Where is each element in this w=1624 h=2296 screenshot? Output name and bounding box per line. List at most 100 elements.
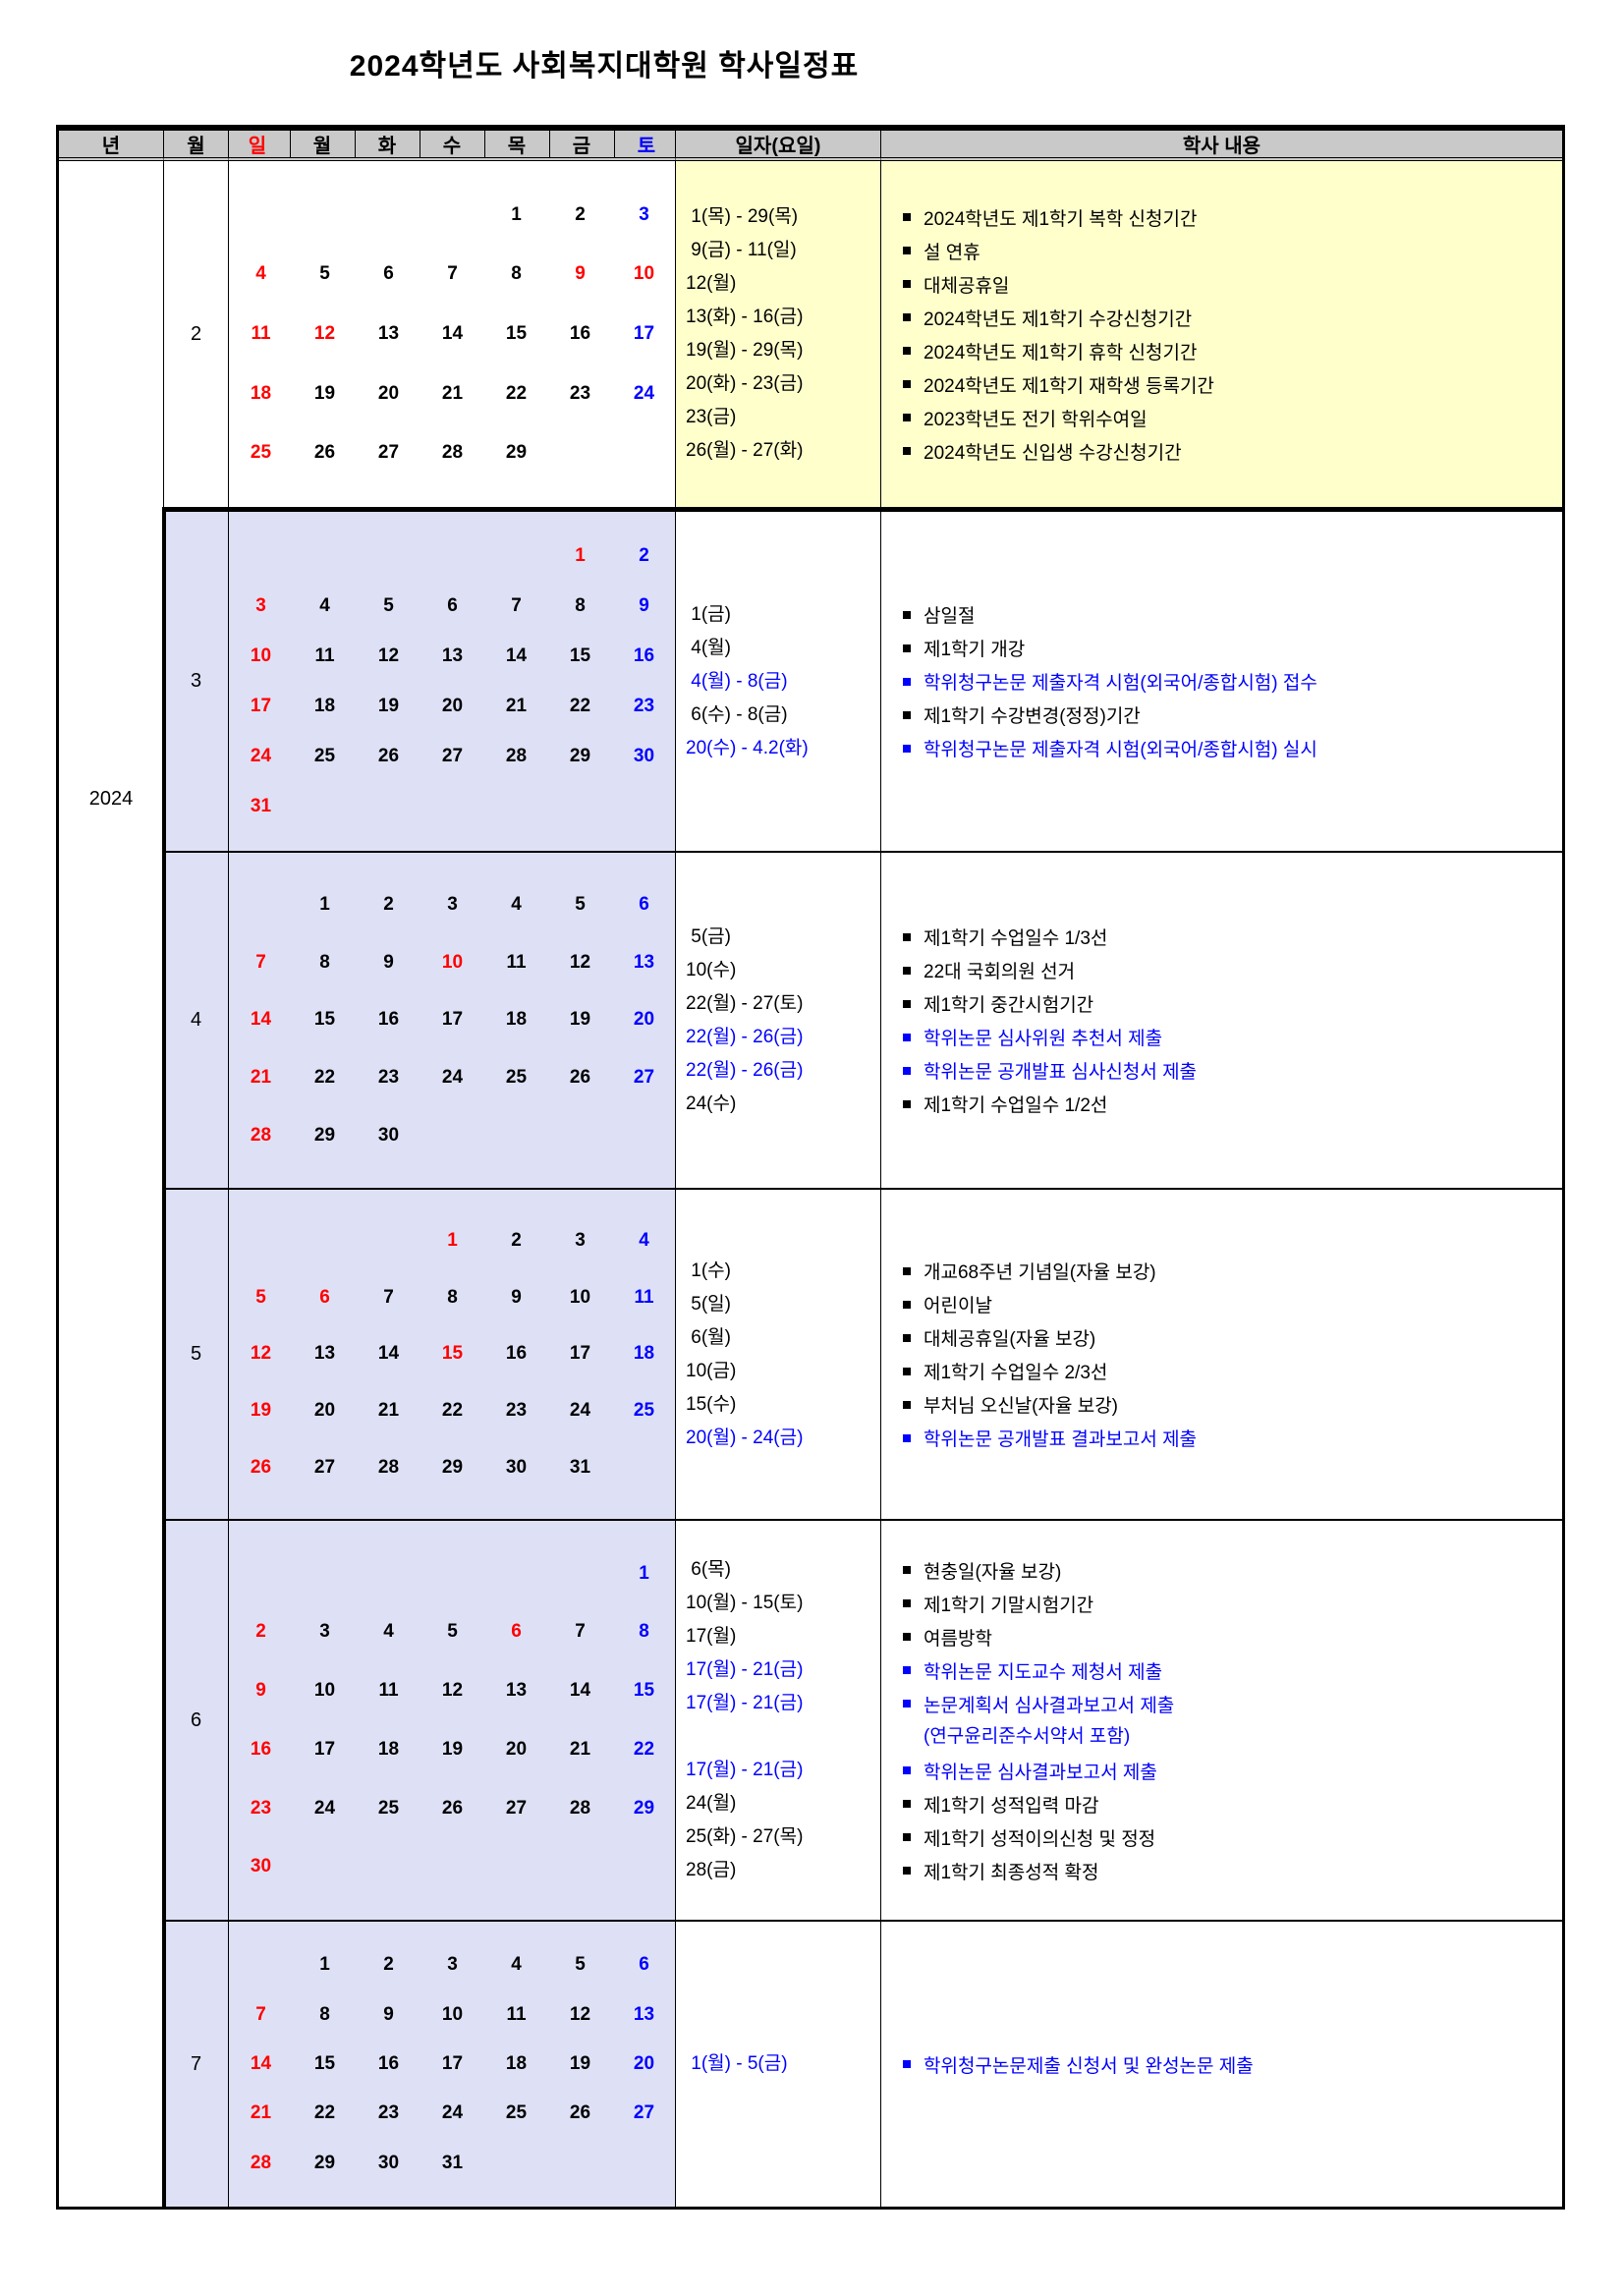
calendar-day: 8	[319, 2003, 330, 2025]
calendar-day: 8	[511, 263, 522, 285]
calendar-day: 29	[441, 1457, 464, 1479]
event-item: 제1학기 수강변경(정정)기간	[881, 699, 1562, 732]
calendar-day: 4	[383, 1621, 394, 1643]
calendar-day: 30	[250, 1856, 272, 1877]
calendar-day: 12	[441, 1680, 464, 1702]
calendar-day: 2	[511, 1229, 522, 1251]
calendar-day: 5	[447, 1621, 458, 1643]
event-text: 제1학기 중간시험기간	[924, 995, 1094, 1016]
event-item: 제1학기 최종성적 확정	[881, 1854, 1562, 1887]
calendar-week: 11 12 13 14 15 16 17	[229, 322, 675, 346]
calendar-day: 20	[441, 696, 464, 716]
calendar-day	[293, 1562, 357, 1586]
bullet-icon	[903, 447, 911, 455]
event-text: 2024학년도 제1학기 재학생 등록기간	[924, 375, 1214, 397]
event-item: 2023학년도 전기 학위수여일	[881, 401, 1562, 434]
dates-column: 5(금) 10(수) 22(월) - 27(토) 22(월) - 26(금) 22(월)…	[676, 851, 881, 1188]
calendar-day	[420, 203, 484, 227]
event-item: 개교68주년 기념일(자율 보강)	[881, 1255, 1562, 1288]
event-text: 학위논문 공개발표 결과보고서 제출	[924, 1429, 1198, 1450]
event-text: 학위논문 지도교수 제청서 제출	[924, 1661, 1163, 1683]
content-column: 현충일(자율 보강) 제1학기 기말시험기간 여름방학 학위논문 지도교수 제청서 제…	[881, 1519, 1562, 1920]
event-text: 2024학년도 제1학기 수강신청기간	[924, 308, 1193, 330]
calendar-day: 27	[633, 1067, 655, 1089]
calendar-day: 30	[505, 1457, 528, 1479]
calendar-day: 1	[319, 893, 330, 915]
calendar-day: 17	[569, 1343, 591, 1365]
event-date: 24(수)	[686, 1092, 737, 1114]
calendar-day: 7	[383, 1286, 394, 1308]
calendar-day: 4	[639, 1229, 649, 1251]
calendar-week: 1	[229, 1562, 675, 1586]
calendar-day: 30	[377, 1125, 400, 1147]
calendar-week: 14 15 16 17 18 19 20	[229, 2052, 675, 2076]
calendar-day: 29	[505, 442, 528, 464]
event-text: 제1학기 수업일수 1/3선	[924, 928, 1108, 949]
dates-column: 1(목) - 29(목) 9(금) - 11(일) 12(월) 13(화) - 16…	[676, 161, 881, 507]
event-item: 2024학년도 제1학기 수강신청기간	[881, 301, 1562, 334]
calendar-day: 8	[639, 1621, 649, 1643]
thick-vertical-rule	[162, 507, 166, 2207]
event-item: 학위논문 공개발표 심사신청서 제출	[881, 1054, 1562, 1088]
event-date: 6(목)	[686, 1559, 731, 1580]
calendar-day: 15	[569, 645, 591, 666]
event-item: 학위청구논문제출 신청서 및 완성논문 제출	[881, 2047, 1562, 2081]
calendar-day: 18	[633, 1343, 655, 1365]
month-calendar: 1 2 3 4 5 6 7 8 9 10 11 12 13 14 15 16 17 18 19 20 21 22 23 24 2…	[229, 507, 676, 851]
calendar-day: 31	[250, 796, 272, 816]
calendar-week: 4 5 6 7 8 9 10	[229, 262, 675, 286]
calendar-week: 7 8 9 10 11 12 13	[229, 2003, 675, 2027]
year-label: 2024	[88, 788, 134, 810]
event-text: 현충일(자율 보강)	[924, 1561, 1062, 1583]
weekday-header: 수	[419, 131, 484, 157]
calendar-day: 18	[250, 382, 272, 404]
month-calendar: 1 2 3 4 5 6 7 8 9 10 11 12 13 14 15 16 17 18 19 20 21 22 23 24 2…	[229, 1920, 676, 2207]
calendar-day: 15	[505, 322, 528, 344]
header-content-col: 학사 내용	[881, 131, 1562, 161]
calendar-day: 7	[255, 2003, 266, 2025]
event-date: 1(목) - 29(목)	[686, 206, 799, 227]
calendar-day: 15	[313, 2052, 336, 2074]
calendar-day	[420, 1562, 484, 1586]
calendar-day	[293, 544, 357, 568]
calendar-week: 5 6 7 8 9 10 11	[229, 1286, 675, 1310]
bullet-icon	[903, 966, 911, 975]
dates-column: 1(수) 5(일) 6(월) 10(금) 15(수) 20(월) - 24(금)	[676, 1188, 881, 1519]
calendar-week: 24 25 26 27 28 29 30	[229, 745, 675, 768]
header-month: 월	[164, 131, 229, 161]
calendar-day: 16	[250, 1738, 272, 1760]
calendar-day: 24	[441, 1067, 464, 1089]
calendar-day: 5	[383, 595, 394, 616]
calendar-day: 5	[575, 893, 586, 915]
calendar-day: 20	[377, 382, 400, 404]
bullet-icon	[903, 1766, 911, 1774]
event-text: 2024학년도 신입생 수강신청기간	[924, 442, 1182, 464]
calendar-week: 1 2 3 4	[229, 1229, 675, 1253]
event-date: 19(월) - 29(목)	[686, 340, 804, 361]
dates-column: 1(월) - 5(금)	[676, 1920, 881, 2207]
calendar-day: 10	[441, 951, 464, 973]
calendar-day: 9	[255, 1680, 266, 1702]
calendar-day: 26	[569, 1067, 591, 1089]
calendar-day: 14	[377, 1343, 400, 1365]
content-column: 학위청구논문제출 신청서 및 완성논문 제출	[881, 1920, 1562, 2207]
calendar-day: 22	[313, 1067, 336, 1089]
calendar-day: 2	[255, 1621, 266, 1643]
calendar-day	[293, 795, 357, 818]
calendar-day: 25	[377, 1797, 400, 1819]
calendar-day: 7	[447, 263, 458, 285]
calendar-day	[229, 203, 293, 227]
content-column: 제1학기 수업일수 1/3선 22대 국회의원 선거 제1학기 중간시험기간 학위논문…	[881, 851, 1562, 1188]
event-date: 20(수) - 4.2(화)	[686, 737, 809, 758]
calendar-day: 6	[511, 1621, 522, 1643]
calendar-day: 21	[250, 1067, 272, 1089]
calendar-day: 1	[511, 203, 522, 225]
event-date: 1(수)	[686, 1260, 731, 1281]
calendar-day: 17	[633, 322, 655, 344]
calendar-day	[484, 544, 548, 568]
event-date: 24(월)	[686, 1793, 737, 1814]
calendar-day: 4	[319, 595, 330, 616]
calendar-day	[357, 1229, 420, 1253]
